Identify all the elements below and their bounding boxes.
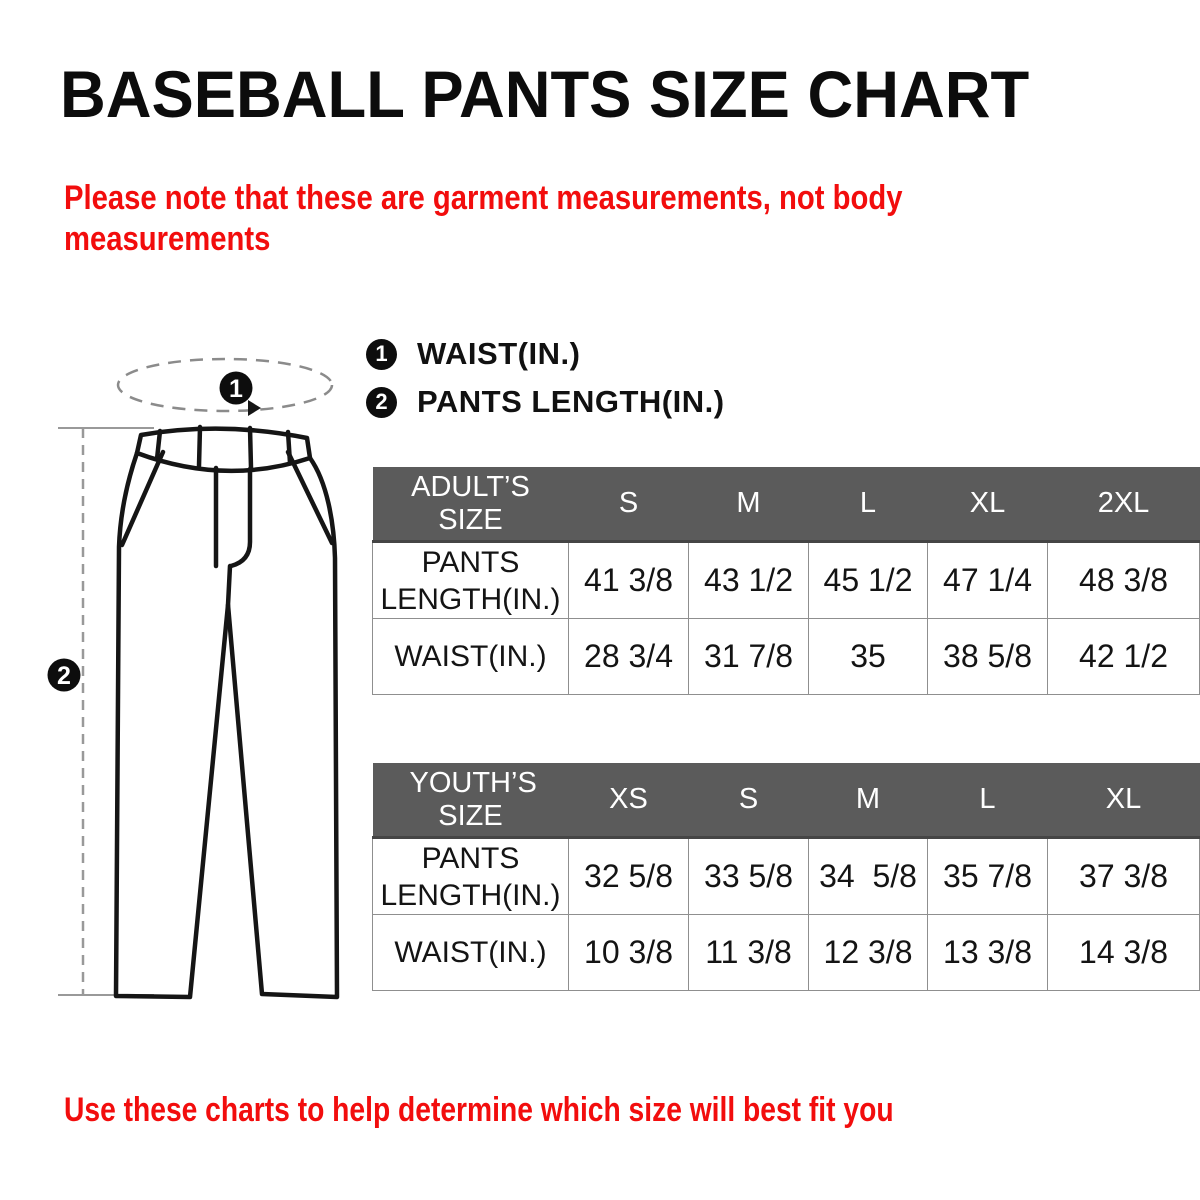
- youth-size-header-cell: YOUTH’S SIZE: [372, 763, 569, 839]
- cell: 47 1/4: [927, 541, 1048, 619]
- diagram-badges: 1 2: [47, 371, 253, 692]
- cell: 13 3/8: [927, 914, 1048, 991]
- belt-divider: [196, 424, 203, 469]
- cell: 33 5/8: [688, 837, 809, 915]
- fit-advice-note: Use these charts to help determine which…: [64, 1091, 894, 1129]
- cell: 10 3/8: [568, 914, 689, 991]
- length-badge-circle: [47, 658, 81, 692]
- table-row: WAIST(IN.) 28 3/4 31 7/8 35 38 5/8 42 1/…: [372, 618, 1200, 695]
- size-col-header: 2XL: [1047, 467, 1200, 543]
- legend-item-waist: 1 WAIST(IN.): [366, 336, 725, 372]
- garment-measurement-note: Please note that these are garment measu…: [64, 178, 902, 260]
- waist-badge-circle: [219, 371, 253, 405]
- legend-label-waist: WAIST(IN.): [417, 336, 581, 371]
- table-row: WAIST(IN.) 10 3/8 11 3/8 12 3/8 13 3/8 1…: [372, 914, 1200, 991]
- right-pocket-line: [285, 449, 335, 546]
- measurement-legend: 1 WAIST(IN.) 2 PANTS LENGTH(IN.): [366, 336, 725, 420]
- youth-size-table: YOUTH’S SIZE XS S M L XL PANTS LENGTH(IN…: [372, 763, 1200, 991]
- size-col-header: M: [808, 763, 928, 839]
- cell: 38 5/8: [927, 618, 1048, 695]
- cell: 43 1/2: [688, 541, 809, 619]
- legend-badge-1: 1: [366, 338, 397, 370]
- right-leg: [225, 455, 340, 1000]
- page-title: BASEBALL PANTS SIZE CHART: [60, 57, 1030, 131]
- legend-item-pants-length: 2 PANTS LENGTH(IN.): [366, 384, 725, 420]
- waist-badge-number: 1: [229, 375, 243, 403]
- table-row: PANTS LENGTH(IN.) 32 5/8 33 5/8 34 5/8 3…: [372, 837, 1200, 915]
- note-line-1: Please note that these are garment measu…: [64, 179, 903, 217]
- row-label: WAIST(IN.): [372, 618, 569, 695]
- waist-arrowhead-icon: [248, 400, 261, 416]
- row-label: PANTS LENGTH(IN.): [372, 541, 569, 619]
- size-col-header: XS: [568, 763, 689, 839]
- cell: 35 7/8: [927, 837, 1048, 915]
- belt-divider: [154, 428, 163, 462]
- pants-diagram: 1 2: [47, 357, 340, 1000]
- cell: 28 3/4: [568, 618, 689, 695]
- cell: 42 1/2: [1047, 618, 1200, 695]
- pants-outline: [113, 424, 340, 1000]
- cell: 45 1/2: [808, 541, 928, 619]
- length-measure-lines: [58, 427, 154, 996]
- adult-size-table: ADULT’S SIZE S M L XL 2XL PANTS LENGTH(I…: [372, 467, 1200, 695]
- size-col-header: S: [688, 763, 809, 839]
- size-col-header: M: [688, 467, 809, 543]
- cell: 34 5/8: [808, 837, 928, 915]
- size-col-header: L: [808, 467, 928, 543]
- cell: 37 3/8: [1047, 837, 1200, 915]
- size-col-header: XL: [1047, 763, 1200, 839]
- legend-badge-2: 2: [366, 386, 397, 418]
- cell: 12 3/8: [808, 914, 928, 991]
- youth-header-row: YOUTH’S SIZE XS S M L XL: [372, 763, 1200, 839]
- adult-header-row: ADULT’S SIZE S M L XL 2XL: [372, 467, 1200, 543]
- table-row: PANTS LENGTH(IN.) 41 3/8 43 1/2 45 1/2 4…: [372, 541, 1200, 619]
- cell: 32 5/8: [568, 837, 689, 915]
- cell: 31 7/8: [688, 618, 809, 695]
- cell: 11 3/8: [688, 914, 809, 991]
- cell: 14 3/8: [1047, 914, 1200, 991]
- length-badge-number: 2: [57, 662, 71, 690]
- size-col-header: S: [568, 467, 689, 543]
- size-col-header: L: [927, 763, 1048, 839]
- size-col-header: XL: [927, 467, 1048, 543]
- cell: 35: [808, 618, 928, 695]
- legend-label-pants-length: PANTS LENGTH(IN.): [417, 384, 725, 419]
- left-pocket-line: [119, 449, 166, 548]
- row-label: PANTS LENGTH(IN.): [372, 837, 569, 915]
- left-leg: [113, 450, 231, 1000]
- fly-right-curve: [228, 466, 253, 569]
- row-label: WAIST(IN.): [372, 914, 569, 991]
- adult-size-header-cell: ADULT’S SIZE: [372, 467, 569, 543]
- note-line-2: measurements: [64, 220, 271, 258]
- belt-divider: [247, 425, 254, 471]
- waist-ellipse-dashed: [116, 357, 334, 413]
- cell: 41 3/8: [568, 541, 689, 619]
- cell: 48 3/8: [1047, 541, 1200, 619]
